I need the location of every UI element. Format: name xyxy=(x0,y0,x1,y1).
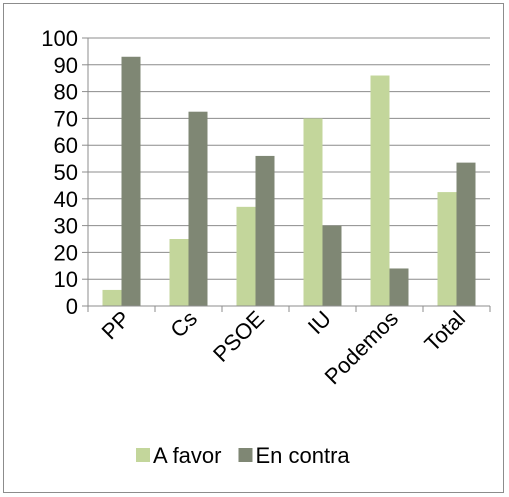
y-tick-label-10: 10 xyxy=(54,267,78,292)
bar-iu-a-favor xyxy=(303,118,323,307)
bar-total-en-contra xyxy=(456,162,476,306)
x-tick-label-pp: PP xyxy=(97,306,135,344)
bar-cs-a-favor xyxy=(169,239,189,306)
axes xyxy=(82,37,491,312)
legend-swatch-a-favor xyxy=(136,448,150,462)
bar-psoe-en-contra xyxy=(255,155,275,306)
y-tick-label-80: 80 xyxy=(54,80,78,105)
bar-iu-en-contra xyxy=(322,225,342,306)
x-tick-label-psoe: PSOE xyxy=(208,306,269,367)
y-tick-label-50: 50 xyxy=(54,160,78,185)
x-tick-label-iu: IU xyxy=(303,306,336,339)
bar-pp-a-favor xyxy=(102,289,122,306)
x-tick-label-total: Total xyxy=(419,306,470,357)
legend-label-a-favor: A favor xyxy=(153,443,221,468)
bar-podemos-en-contra xyxy=(389,268,409,306)
y-tick-label-90: 90 xyxy=(54,53,78,78)
y-tick-label-40: 40 xyxy=(54,187,78,212)
bar-cs-en-contra xyxy=(188,111,208,306)
y-tick-label-70: 70 xyxy=(54,106,78,131)
bar-total-a-favor xyxy=(437,192,457,306)
legend-label-en-contra: En contra xyxy=(255,443,350,468)
gridlines xyxy=(88,37,490,280)
legend: A favor En contra xyxy=(136,443,350,468)
legend-swatch-en-contra xyxy=(238,448,253,462)
bar-psoe-a-favor xyxy=(236,206,256,306)
y-tick-label-20: 20 xyxy=(54,240,78,265)
y-tick-label-100: 100 xyxy=(41,26,78,51)
y-tick-label-0: 0 xyxy=(66,294,78,319)
y-tick-label-30: 30 xyxy=(54,214,78,239)
bar-podemos-a-favor xyxy=(370,75,390,307)
y-tick-label-60: 60 xyxy=(54,133,78,158)
bars xyxy=(102,56,476,307)
x-tick-label-podemos: Podemos xyxy=(320,306,403,389)
x-tick-label-cs: Cs xyxy=(165,306,202,343)
bar-pp-en-contra xyxy=(121,56,141,307)
